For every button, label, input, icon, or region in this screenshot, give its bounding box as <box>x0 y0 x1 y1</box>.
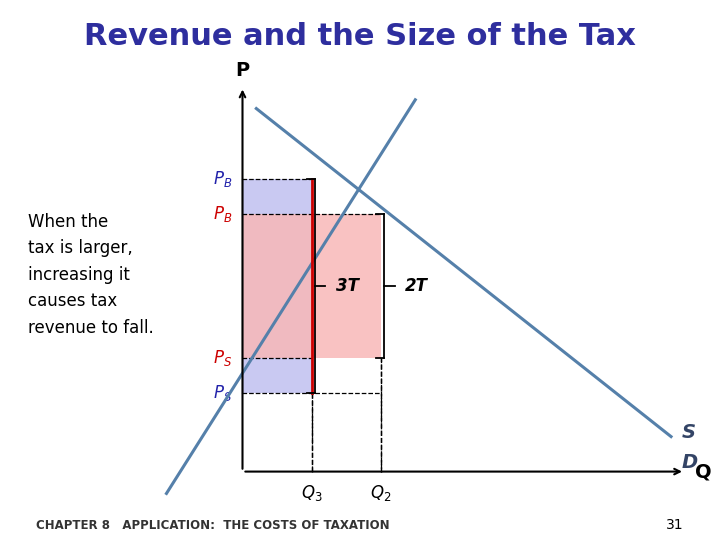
Text: $P_B$: $P_B$ <box>213 168 232 188</box>
Text: 3T: 3T <box>336 276 359 295</box>
Text: CHAPTER 8   APPLICATION:  THE COSTS OF TAXATION: CHAPTER 8 APPLICATION: THE COSTS OF TAXA… <box>36 519 390 532</box>
Text: $Q_2$: $Q_2$ <box>370 483 392 503</box>
Text: When the
tax is larger,
increasing it
causes tax
revenue to fall.: When the tax is larger, increasing it ca… <box>28 213 154 336</box>
Text: $P_S$: $P_S$ <box>213 383 232 403</box>
Bar <box>243 179 312 393</box>
Bar <box>243 213 381 358</box>
Text: 31: 31 <box>667 518 684 532</box>
Text: $Q_3$: $Q_3$ <box>301 483 323 503</box>
Text: Revenue and the Size of the Tax: Revenue and the Size of the Tax <box>84 22 636 51</box>
Text: P: P <box>235 61 250 80</box>
Text: D: D <box>681 454 698 472</box>
Text: $P_B$: $P_B$ <box>213 204 232 224</box>
Text: 2T: 2T <box>405 276 428 295</box>
Text: $P_S$: $P_S$ <box>213 348 232 368</box>
Text: S: S <box>681 423 696 442</box>
Text: Q: Q <box>696 462 712 481</box>
